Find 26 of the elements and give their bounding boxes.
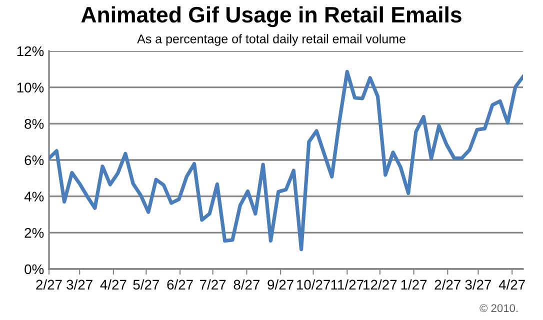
x-tick-label: 11/27 [331,279,364,290]
x-tick-label: 9/27 [268,279,294,290]
x-tick-label: 4/27 [498,279,525,290]
chart-subtitle: As a percentage of total daily retail email volume [137,34,406,46]
x-tick-label: 7/27 [200,279,226,290]
line-series [49,70,523,252]
x-tick-label: 10/27 [296,279,330,290]
x-tick-label: 2/27 [434,279,460,290]
chart-title: Animated Gif Usage in Retail Emails [81,6,462,28]
x-tick-label: 8/27 [234,279,260,290]
x-tick-label: 6/27 [167,279,193,290]
y-tick-label: 4% [24,192,44,202]
y-tick-label: 2% [24,228,44,238]
x-tick-label: 3/27 [465,279,492,290]
y-tick-label: 6% [24,155,44,166]
x-tick-label: 5/27 [133,279,160,290]
x-tick-label: 3/27 [66,279,92,290]
y-tick-label: 8% [24,119,44,129]
x-tick-label: 2/27 [36,279,62,290]
x-tick-label: 4/27 [100,279,126,290]
y-tick-label: 12% [17,46,44,56]
y-tick-label: 10% [17,82,44,93]
text: © 2010. [480,304,518,312]
x-tick-label: 12/27 [364,279,397,290]
y-tick-label: 0% [24,264,44,274]
x-tick-label: 1/27 [401,279,427,290]
